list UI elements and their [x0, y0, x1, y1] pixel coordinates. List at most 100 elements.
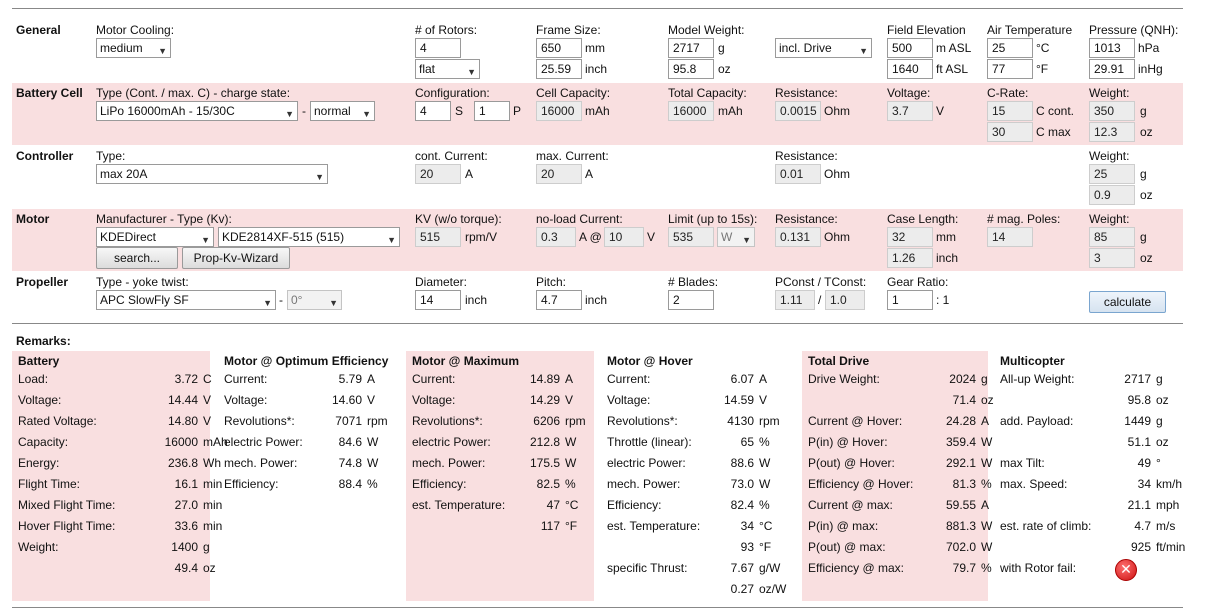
diameter-label: Diameter: — [415, 275, 468, 289]
pressure-hpa-unit: hPa — [1138, 41, 1160, 55]
result-unit: mAh — [203, 435, 228, 449]
result-value: 14.89 — [529, 372, 560, 386]
result-label: electric Power: — [224, 435, 303, 449]
case-length-mm-unit: mm — [936, 230, 956, 244]
result-label: est. Temperature: — [412, 498, 506, 512]
result-value: 14.60 — [331, 393, 362, 407]
motor-cooling-label: Motor Cooling: — [96, 23, 175, 37]
temperature-f-input[interactable]: 77 — [987, 59, 1033, 79]
result-value: 16000 — [164, 435, 198, 449]
motor-manufacturer-select[interactable]: KDEDirect ▼ — [96, 227, 214, 247]
yoke-twist-select[interactable]: 0° ▼ — [287, 290, 342, 310]
result-value: 49 — [1137, 456, 1151, 470]
result-label: Current: — [607, 372, 651, 386]
results-total-column: Total Drive Drive Weight: 2024 g 71.4 oz Curre… — [802, 351, 994, 601]
elevation-m-input[interactable]: 500 — [887, 38, 933, 58]
result-unit: g — [1156, 414, 1163, 428]
c-rate-label: C-Rate: — [987, 86, 1029, 100]
result-value: 4130 — [727, 414, 754, 428]
result-unit: oz — [1156, 393, 1169, 407]
gear-ratio-label: Gear Ratio: — [887, 275, 949, 289]
result-label: Load: — [18, 372, 49, 386]
motor-resistance-label: Resistance: — [775, 212, 838, 226]
controller-type-value: max 20A — [100, 167, 148, 181]
result-unit: V — [203, 393, 212, 407]
series-unit: S — [455, 104, 464, 118]
max-current-unit: A — [585, 167, 594, 181]
weight-mode-select[interactable]: incl. Drive ▼ — [775, 38, 872, 58]
noload-voltage-unit: V — [647, 230, 656, 244]
charge-state-select[interactable]: normal ▼ — [310, 101, 375, 121]
motor-cooling-select[interactable]: medium ▼ — [96, 38, 171, 58]
frame-inch-unit: inch — [585, 62, 608, 76]
pconst-tconst-label: PConst / TConst: — [775, 275, 867, 289]
model-weight-oz-input[interactable]: 95.8 — [668, 59, 714, 79]
result-unit: A — [981, 414, 990, 428]
diameter-input[interactable]: 14 — [415, 290, 461, 310]
total-capacity-unit: mAh — [718, 104, 743, 118]
propeller-type-value: APC SlowFly SF — [100, 293, 189, 307]
pressure-hpa-input[interactable]: 1013 — [1089, 38, 1135, 58]
results-maximum-column: Motor @ Maximum Current: 14.89 A Voltage: 14.… — [406, 351, 594, 601]
frame-size-mm-input[interactable]: 650 — [536, 38, 582, 58]
result-value: 34 — [1137, 477, 1151, 491]
total-capacity-label: Total Capacity: — [668, 86, 747, 100]
parallel-unit: P — [513, 104, 522, 118]
temperature-c-input[interactable]: 25 — [987, 38, 1033, 58]
chevron-down-icon: ▼ — [387, 235, 396, 245]
result-label: Weight: — [18, 540, 59, 554]
result-label: Drive Weight: — [808, 372, 880, 386]
error-x-icon: ✕ — [1115, 559, 1137, 581]
motor-type-select[interactable]: KDE2814XF-515 (515) ▼ — [218, 227, 400, 247]
max-current-value: 20 — [536, 164, 582, 184]
frame-size-inch-input[interactable]: 25.59 — [536, 59, 582, 79]
controller-type-select[interactable]: max 20A ▼ — [96, 164, 328, 184]
model-weight-g-input[interactable]: 2717 — [668, 38, 714, 58]
blades-input[interactable]: 2 — [668, 290, 714, 310]
pressure-label: Pressure (QNH): — [1089, 23, 1179, 37]
result-label: Voltage: — [607, 393, 651, 407]
results-optimum-title: Motor @ Optimum Efficiency — [224, 354, 389, 368]
rotor-layout-select[interactable]: flat ▼ — [415, 59, 480, 79]
pitch-input[interactable]: 4.7 — [536, 290, 582, 310]
yoke-twist-value: 0° — [291, 293, 303, 307]
result-label: Throttle (linear): — [607, 435, 692, 449]
calculate-button[interactable]: calculate — [1089, 291, 1166, 313]
section-general-title: General — [16, 23, 61, 37]
remarks-divider — [12, 323, 1183, 324]
result-unit: g — [981, 372, 988, 386]
result-label: Voltage: — [412, 393, 456, 407]
result-label: Efficiency @ max: — [808, 561, 904, 575]
tconst-value: 1.0 — [825, 290, 865, 310]
model-weight-oz-unit: oz — [718, 62, 731, 76]
motor-search-button[interactable]: search... — [96, 247, 178, 269]
prop-kv-wizard-button[interactable]: Prop-Kv-Wizard — [182, 247, 290, 269]
series-cells-input[interactable]: 4 — [415, 101, 451, 121]
result-unit: oz — [981, 393, 994, 407]
motor-manufacturer-label: Manufacturer - Type (Kv): — [96, 212, 232, 226]
power-limit-value: 535 — [668, 227, 714, 247]
propeller-type-select[interactable]: APC SlowFly SF ▼ — [96, 290, 276, 310]
result-unit: g — [203, 540, 210, 554]
elevation-ft-input[interactable]: 1640 — [887, 59, 933, 79]
rotors-input[interactable]: 4 — [415, 38, 461, 58]
result-value: 702.0 — [945, 540, 976, 554]
power-limit-unit-select[interactable]: W ▼ — [717, 227, 755, 247]
result-unit: rpm — [565, 414, 586, 428]
case-length-mm-value: 32 — [887, 227, 933, 247]
result-unit: g/W — [759, 561, 781, 575]
section-motor-title: Motor — [16, 212, 50, 226]
pressure-inhg-input[interactable]: 29.91 — [1089, 59, 1135, 79]
propeller-dash: - — [279, 293, 283, 307]
configuration-label: Configuration: — [415, 86, 490, 100]
result-value: 27.0 — [174, 498, 198, 512]
result-value: 4.7 — [1134, 519, 1151, 533]
battery-type-select[interactable]: LiPo 16000mAh - 15/30C ▼ — [96, 101, 298, 121]
result-value: 49.4 — [174, 561, 198, 575]
motor-cooling-value: medium — [100, 41, 143, 55]
motor-weight-oz-value: 3 — [1089, 248, 1135, 268]
motor-resistance-unit: Ohm — [824, 230, 851, 244]
parallel-cells-input[interactable]: 1 — [474, 101, 510, 121]
gear-ratio-input[interactable]: 1 — [887, 290, 933, 310]
result-unit: A — [981, 498, 990, 512]
